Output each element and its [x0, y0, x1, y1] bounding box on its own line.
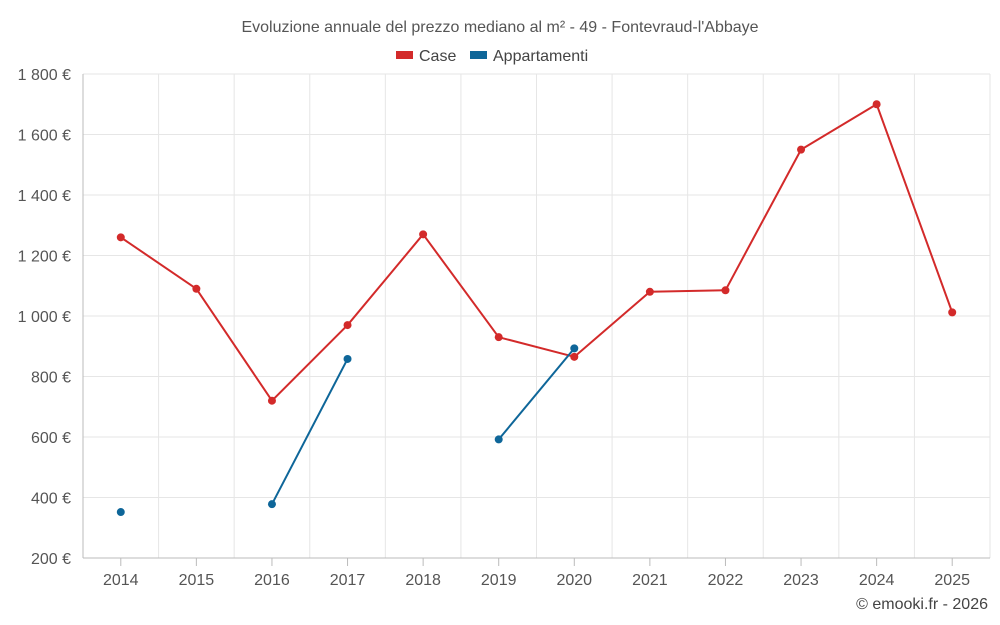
data-point-case-2022[interactable]	[721, 286, 730, 295]
series-line-case	[648, 289, 727, 293]
y-tick-label: 400 €	[31, 491, 71, 508]
series-line-case	[422, 233, 500, 339]
series-line-case	[573, 290, 651, 358]
series-line-case	[346, 233, 425, 327]
x-tick-label: 2016	[254, 572, 290, 589]
y-tick-label: 600 €	[31, 430, 71, 447]
series-line-case	[497, 336, 576, 358]
data-point-case-2014[interactable]	[116, 233, 125, 242]
x-axis-ticks: 2014 2015 2016 2017 2018 2019 2020 2021 2022 2023…	[103, 558, 970, 589]
data-point-case-2018[interactable]	[419, 230, 428, 239]
data-point-case-2019[interactable]	[494, 333, 503, 342]
x-tick-label: 2017	[330, 572, 366, 589]
x-tick-label: 2014	[103, 572, 139, 589]
data-point-case-2025[interactable]	[948, 308, 957, 317]
series-line-appartamenti	[497, 347, 576, 441]
y-tick-label: 1 600 €	[18, 128, 71, 145]
series-line-case	[875, 103, 954, 314]
data-point-appartamenti-2017[interactable]	[343, 354, 352, 363]
data-point-appartamenti-2016[interactable]	[267, 500, 276, 509]
y-tick-label: 1 000 €	[18, 309, 71, 326]
x-tick-label: 2024	[859, 572, 895, 589]
series	[116, 100, 957, 517]
legend-swatch-appartamenti	[470, 51, 487, 59]
y-tick-label: 1 200 €	[18, 249, 71, 266]
data-point-appartamenti-2019[interactable]	[494, 435, 503, 444]
series-line-appartamenti	[270, 357, 349, 506]
x-tick-label: 2019	[481, 572, 517, 589]
data-point-case-2023[interactable]	[797, 145, 806, 154]
data-point-case-2017[interactable]	[343, 321, 352, 330]
data-point-case-2024[interactable]	[872, 100, 881, 109]
y-tick-label: 1 400 €	[18, 188, 71, 205]
legend-swatch-case	[396, 51, 413, 59]
data-point-case-2016[interactable]	[267, 396, 276, 405]
data-point-case-2015[interactable]	[192, 284, 201, 293]
legend-label-case[interactable]: Case	[419, 48, 456, 65]
y-axis-ticks: 200 € 400 € 600 € 800 € 1 000 € 1 200 € 1 400 …	[18, 67, 71, 568]
grid	[82, 73, 991, 558]
series-line-case	[119, 236, 198, 290]
x-tick-label: 2020	[556, 572, 592, 589]
legend: Case Appartamenti	[396, 48, 588, 65]
x-tick-label: 2025	[934, 572, 970, 589]
legend-label-appartamenti[interactable]: Appartamenti	[493, 48, 588, 65]
x-tick-label: 2021	[632, 572, 668, 589]
data-point-case-2020[interactable]	[570, 352, 579, 361]
x-tick-label: 2022	[708, 572, 744, 589]
series-line-case	[724, 148, 803, 292]
data-point-appartamenti-2020[interactable]	[570, 344, 579, 353]
y-tick-label: 200 €	[31, 551, 71, 568]
series-case	[116, 100, 957, 405]
data-point-case-2021[interactable]	[645, 287, 654, 296]
y-tick-label: 1 800 €	[18, 67, 71, 84]
chart-title: Evoluzione annuale del prezzo mediano al…	[241, 19, 758, 36]
axes	[82, 74, 990, 559]
series-line-case	[195, 287, 273, 402]
series-line-case	[270, 324, 349, 402]
series-line-case	[800, 103, 878, 151]
y-tick-label: 800 €	[31, 370, 71, 387]
series-appartamenti	[116, 344, 579, 517]
credit: © emooki.fr - 2026	[856, 596, 988, 613]
x-tick-label: 2018	[405, 572, 441, 589]
x-tick-label: 2015	[179, 572, 215, 589]
x-tick-label: 2023	[783, 572, 819, 589]
data-point-appartamenti-2014[interactable]	[116, 508, 125, 517]
